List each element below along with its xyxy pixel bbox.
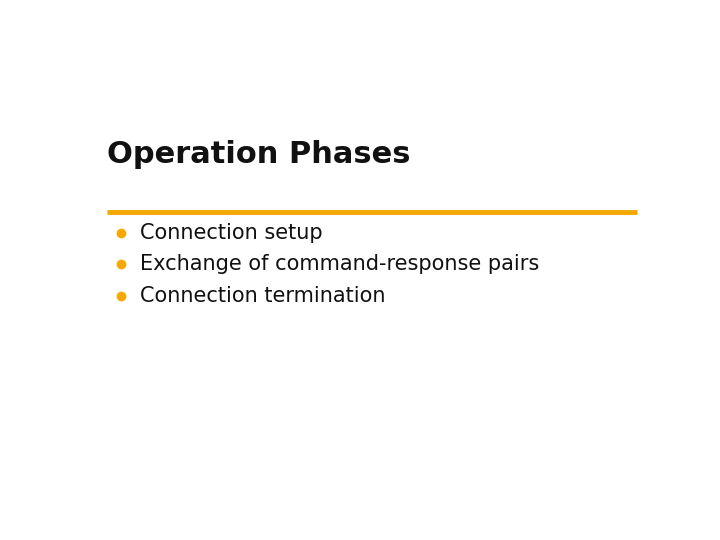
Text: Exchange of command-response pairs: Exchange of command-response pairs: [140, 254, 539, 274]
Text: Connection setup: Connection setup: [140, 223, 323, 243]
Text: Connection termination: Connection termination: [140, 286, 386, 306]
Text: Operation Phases: Operation Phases: [107, 140, 410, 168]
